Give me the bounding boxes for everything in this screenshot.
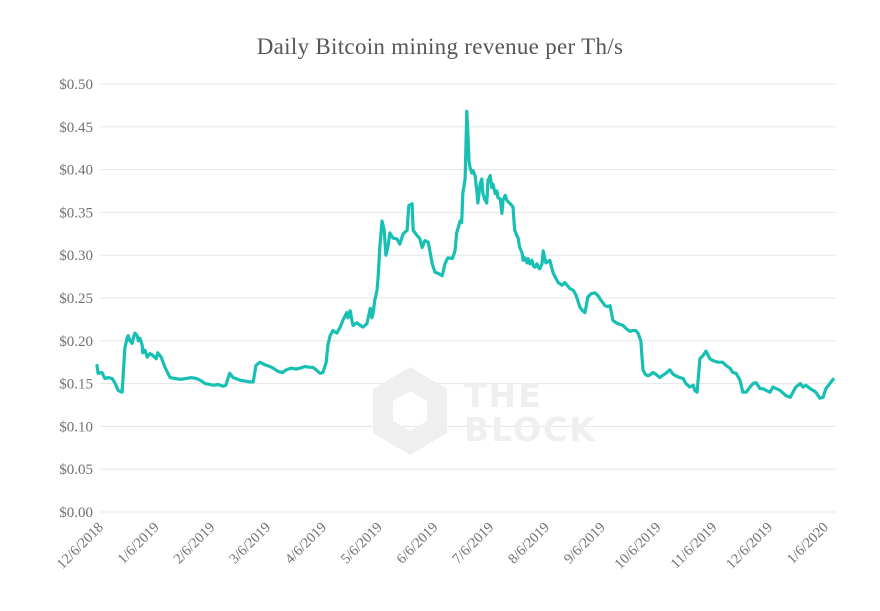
y-axis-tick-label: $0.10 bbox=[59, 419, 93, 435]
x-axis-tick-label: 2/6/2019 bbox=[171, 520, 219, 568]
x-axis-tick-label: 12/6/2019 bbox=[723, 520, 776, 573]
x-axis-tick-label: 1/6/2020 bbox=[784, 520, 832, 568]
x-axis-tick-label: 12/6/2018 bbox=[54, 520, 107, 573]
mining-revenue-line-series bbox=[95, 109, 835, 400]
watermark-the-text: THE bbox=[464, 376, 543, 415]
x-axis-tick-label: 8/6/2019 bbox=[505, 520, 553, 568]
y-axis-tick-label: $0.00 bbox=[59, 505, 93, 521]
y-axis-tick-label: $0.50 bbox=[59, 77, 93, 93]
block-logo-hexagon-icon bbox=[373, 367, 447, 455]
x-axis-tick-label: 4/6/2019 bbox=[282, 520, 330, 568]
x-axis-tick-label: 11/6/2019 bbox=[668, 520, 721, 573]
y-axis-tick-label: $0.05 bbox=[59, 462, 93, 478]
x-axis-tick-label: 1/6/2019 bbox=[115, 520, 163, 568]
x-axis-tick-label: 5/6/2019 bbox=[338, 520, 386, 568]
x-axis-tick-label: 6/6/2019 bbox=[394, 520, 442, 568]
watermark-block-text: BLOCK bbox=[464, 410, 597, 449]
x-axis-tick-label: 3/6/2019 bbox=[226, 520, 274, 568]
y-axis-tick-label: $0.25 bbox=[59, 291, 93, 307]
y-axis-tick-label: $0.35 bbox=[59, 205, 93, 221]
x-axis-tick-label: 9/6/2019 bbox=[561, 520, 609, 568]
chart-title: Daily Bitcoin mining revenue per Th/s bbox=[256, 34, 624, 59]
x-axis-tick-label: 10/6/2019 bbox=[612, 520, 665, 573]
y-axis-tick-label: $0.40 bbox=[59, 163, 93, 179]
y-axis-tick-label: $0.30 bbox=[59, 248, 93, 264]
y-axis-tick-label: $0.20 bbox=[59, 334, 93, 350]
y-axis-tick-label: $0.15 bbox=[59, 377, 93, 393]
x-axis-tick-label: 7/6/2019 bbox=[449, 520, 497, 568]
y-axis-tick-label: $0.45 bbox=[59, 120, 93, 136]
